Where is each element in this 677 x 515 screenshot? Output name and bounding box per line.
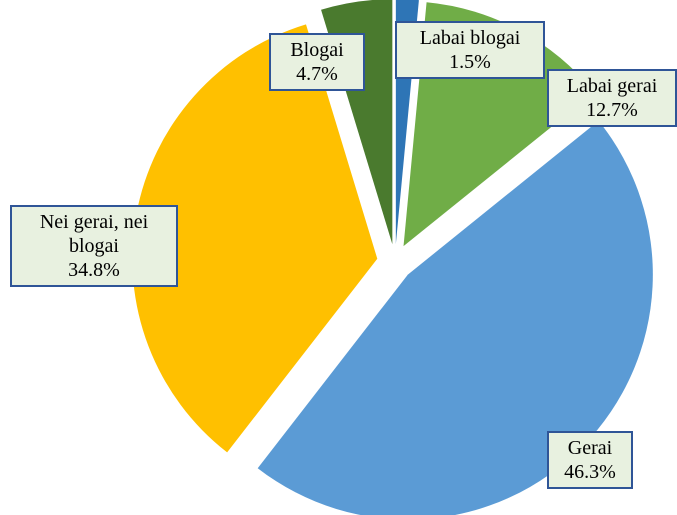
label-value: 34.8%	[68, 259, 120, 281]
label-name: Nei gerai, nei blogai	[39, 211, 149, 257]
label-name: Blogai	[290, 39, 344, 61]
data-label: Labai blogai 1.5%	[395, 21, 545, 79]
label-value: 1.5%	[449, 51, 491, 73]
data-label: Labai gerai 12.7%	[547, 69, 677, 127]
label-name: Labai gerai	[566, 75, 658, 97]
label-value: 12.7%	[586, 99, 638, 121]
pie-slice	[132, 24, 378, 453]
label-value: 46.3%	[564, 461, 616, 483]
pie-slice	[257, 120, 653, 515]
label-name: Labai blogai	[419, 27, 521, 49]
data-label: Gerai 46.3%	[547, 431, 633, 489]
label-name: Gerai	[567, 437, 613, 459]
label-value: 4.7%	[296, 63, 338, 85]
data-label: Blogai 4.7%	[269, 33, 365, 91]
data-label: Nei gerai, nei blogai 34.8%	[10, 205, 178, 287]
